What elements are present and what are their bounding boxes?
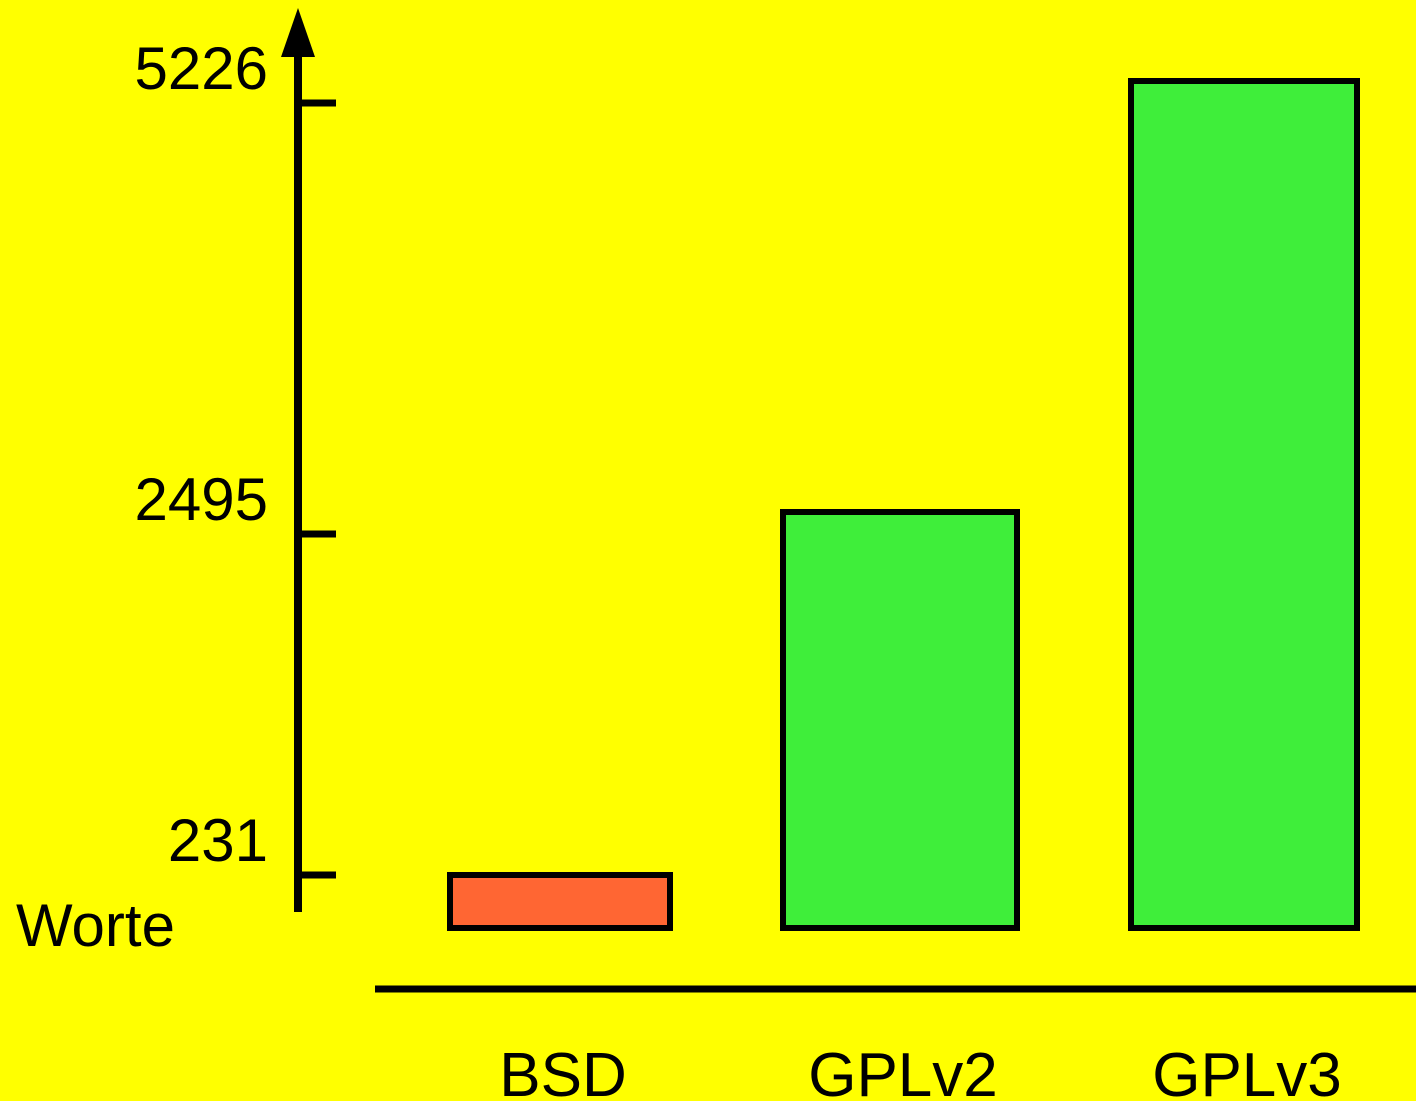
category-labels: BSD GPLv2 GPLv3 bbox=[499, 1041, 1342, 1101]
y-ticks: 231 2495 5226 bbox=[135, 35, 336, 879]
y-tick-label: 2495 bbox=[135, 466, 268, 533]
y-axis-label: Worte bbox=[16, 892, 175, 959]
y-tick-label: 231 bbox=[168, 807, 268, 874]
y-axis-arrow-icon bbox=[281, 8, 315, 57]
bar-gplv3 bbox=[1128, 78, 1360, 931]
y-tick-label: 5226 bbox=[135, 35, 268, 102]
bar-gplv2 bbox=[780, 509, 1020, 931]
bars bbox=[447, 78, 1360, 931]
axes-layer bbox=[281, 8, 1416, 993]
category-label: BSD bbox=[499, 1041, 626, 1101]
category-label: GPLv2 bbox=[808, 1041, 998, 1101]
category-label: GPLv3 bbox=[1152, 1041, 1342, 1101]
bar-bsd bbox=[447, 872, 673, 931]
